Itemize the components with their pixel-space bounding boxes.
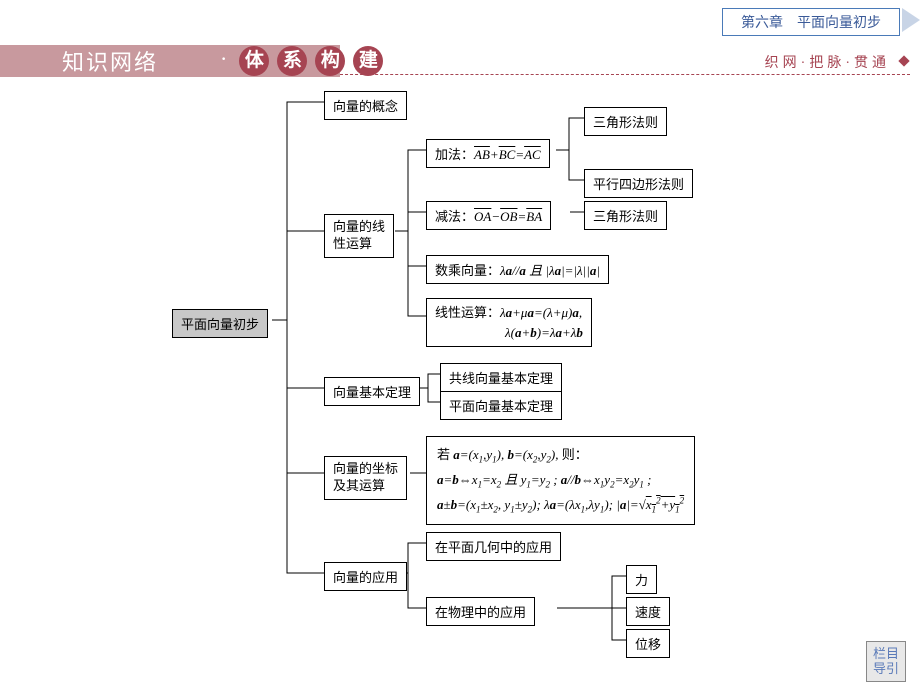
node-app: 向量的应用 bbox=[324, 562, 407, 591]
node-coord-label: 向量的坐标 及其运算 bbox=[333, 461, 398, 493]
scalar-label: 数乘向量： bbox=[435, 263, 500, 278]
title-circles: · 体 系 构 建 bbox=[220, 46, 385, 76]
nav-label: 栏目 导引 bbox=[873, 646, 899, 677]
circle-4: 建 bbox=[353, 46, 383, 76]
node-coord: 向量的坐标 及其运算 bbox=[324, 456, 407, 500]
node-root: 平面向量初步 bbox=[172, 309, 268, 338]
chapter-arrow-icon bbox=[902, 8, 920, 32]
nav-button[interactable]: 栏目 导引 bbox=[866, 641, 906, 682]
node-app1: 在平面几何中的应用 bbox=[426, 532, 561, 561]
circle-3: 构 bbox=[315, 46, 345, 76]
node-coord-formula: 若 a=(x1,y1), b=(x2,y2), 则： a=b⇔x1=x2 且 y… bbox=[426, 436, 695, 525]
node-phys3: 位移 bbox=[626, 629, 670, 658]
circle-1: 体 bbox=[239, 46, 269, 76]
node-sub: 减法：OA−OB=BA bbox=[426, 201, 551, 230]
diamond-icon bbox=[898, 55, 909, 66]
node-linear-label: 向量的线 性运算 bbox=[333, 219, 385, 251]
coord-then: 则： bbox=[562, 447, 588, 462]
sub-label: 减法： bbox=[435, 209, 474, 224]
linear-label: 线性运算： bbox=[435, 305, 500, 320]
title-underline bbox=[340, 74, 910, 75]
circle-2: 系 bbox=[277, 46, 307, 76]
title-main: 知识网络 bbox=[62, 45, 158, 77]
node-scalar: 数乘向量：λa//a 且 |λa|=|λ||a| bbox=[426, 255, 609, 284]
node-add: 加法：AB+BC=AC bbox=[426, 139, 550, 168]
coord-if: 若 bbox=[437, 447, 450, 462]
node-linear-op: 线性运算：λa+μa=(λ+μ)a, λ(a+b)=λa+λb bbox=[426, 298, 592, 347]
node-phys1: 力 bbox=[626, 565, 657, 594]
node-app2: 在物理中的应用 bbox=[426, 597, 535, 626]
node-thm1: 共线向量基本定理 bbox=[440, 363, 562, 392]
node-linear: 向量的线 性运算 bbox=[324, 214, 394, 258]
node-thm2: 平面向量基本定理 bbox=[440, 391, 562, 420]
chapter-banner: 第六章 平面向量初步 bbox=[722, 8, 900, 36]
title-subtitle: 织网·把脉·贯通 bbox=[765, 52, 890, 72]
node-phys2: 速度 bbox=[626, 597, 670, 626]
node-theorem: 向量基本定理 bbox=[324, 377, 420, 406]
add-label: 加法： bbox=[435, 147, 474, 162]
node-add-tri: 三角形法则 bbox=[584, 107, 667, 136]
node-add-par: 平行四边形法则 bbox=[584, 169, 693, 198]
node-sub-tri: 三角形法则 bbox=[584, 201, 667, 230]
node-concept: 向量的概念 bbox=[324, 91, 407, 120]
